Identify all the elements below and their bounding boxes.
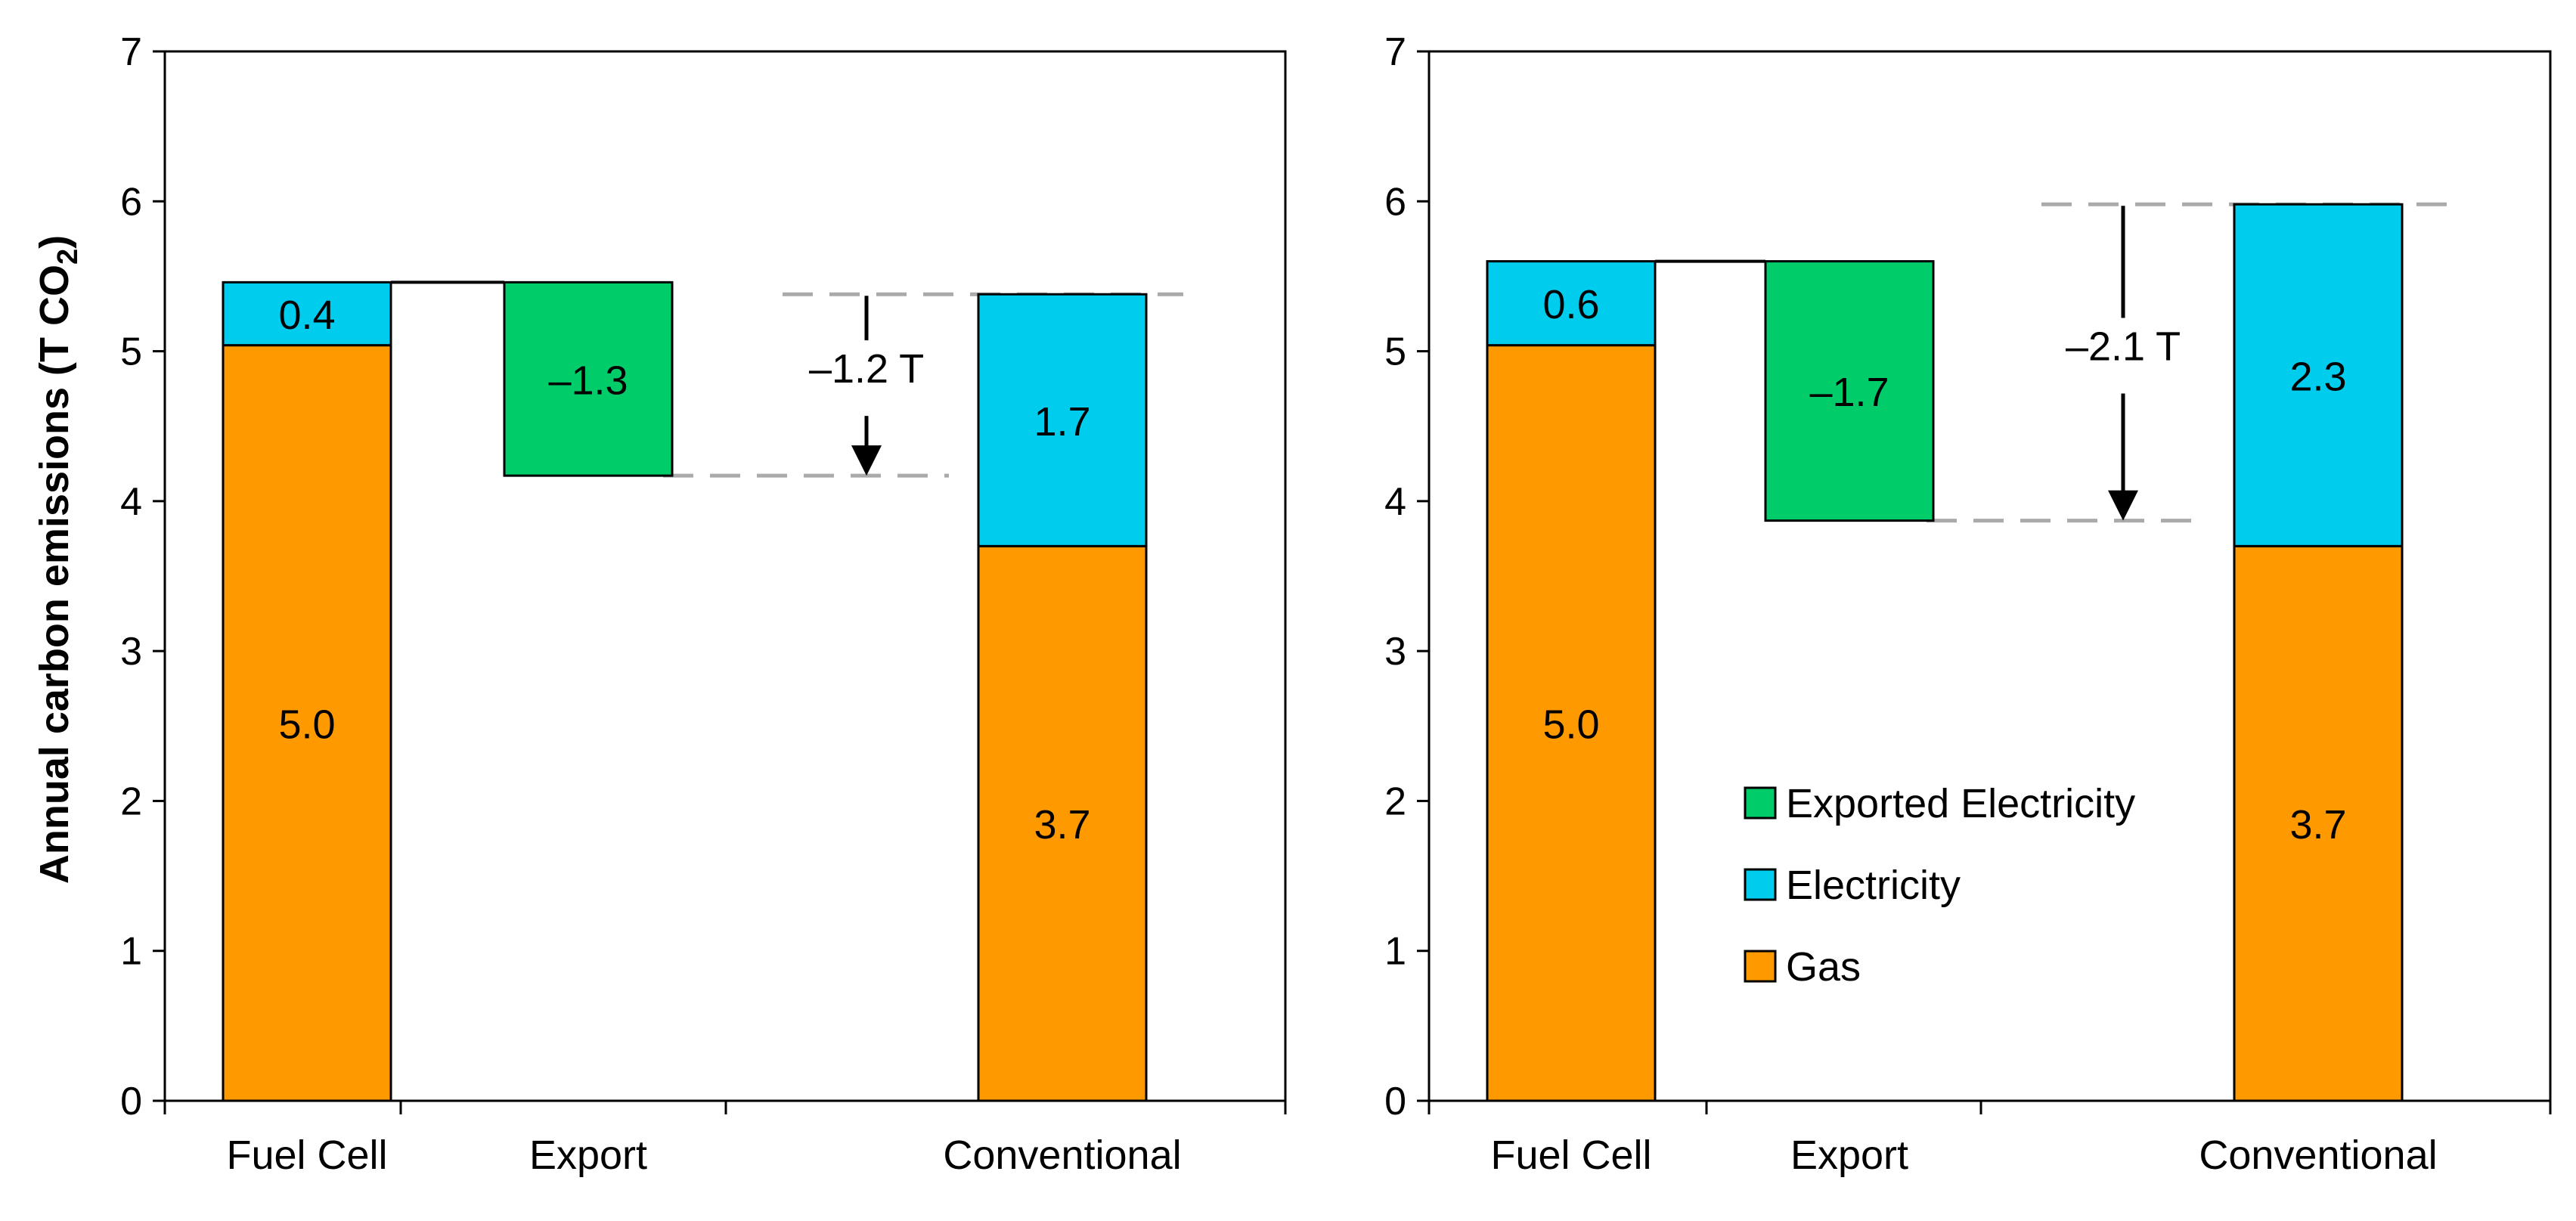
chart-panel-left: 0 1 2 3 4 5 6 7 Fuel Cell Export Conventional 5.0 0.… xyxy=(120,30,1287,1178)
x-category-label: Conventional xyxy=(2199,1133,2437,1178)
y-tick-label: 1 xyxy=(1384,930,1406,974)
y-tick-label: 0 xyxy=(1384,1080,1406,1123)
bar-fuel-cell-electricity xyxy=(222,280,392,347)
data-label-export: –1.3 xyxy=(548,358,628,403)
legend-swatch-gas xyxy=(1744,950,1777,983)
y-tick-label: 6 xyxy=(120,180,142,224)
y-axis-label: Annual carbon emissions (T CO2) xyxy=(32,235,84,884)
y-tick-label: 1 xyxy=(120,930,142,974)
x-category-label: Export xyxy=(1790,1133,1908,1178)
y-tick-label: 7 xyxy=(1384,30,1406,74)
difference-label: –1.2 T xyxy=(809,346,924,392)
bar-conventional-gas xyxy=(2233,544,2404,1102)
bar-conventional-electricity xyxy=(2233,203,2404,547)
legend-swatch-exported xyxy=(1744,786,1777,820)
bar-fuel-cell-gas xyxy=(1486,344,1657,1102)
chart-panel-right: 0 1 2 3 4 5 6 7 Fuel Cell Export Conventional 5.0 0.… xyxy=(1384,30,2552,1178)
bar-fuel-cell-gas xyxy=(222,344,392,1102)
x-category-label: Conventional xyxy=(943,1133,1181,1178)
y-tick-label: 3 xyxy=(120,630,142,674)
x-category-label: Export xyxy=(529,1133,647,1178)
data-label-fuel-cell-electricity: 0.6 xyxy=(1542,282,1599,327)
y-tick-label: 4 xyxy=(1384,480,1406,524)
legend-label-exported: Exported Electricity xyxy=(1786,781,2135,826)
bar-export xyxy=(1764,260,1935,522)
bar-conventional-gas xyxy=(977,544,1148,1102)
data-label-fuel-cell-gas: 5.0 xyxy=(1542,702,1599,747)
legend: Exported Electricity Electricity Gas xyxy=(1744,781,2135,990)
y-tick-label: 4 xyxy=(120,480,142,524)
legend-label-electricity: Electricity xyxy=(1786,863,1961,908)
y-tick-label: 6 xyxy=(1384,180,1406,224)
data-label-conventional-electricity: 2.3 xyxy=(2289,354,2346,399)
y-tick-label: 7 xyxy=(120,30,142,74)
data-label-fuel-cell-gas: 5.0 xyxy=(278,702,335,747)
x-category-label: Fuel Cell xyxy=(226,1133,387,1178)
plot-frame xyxy=(163,50,1287,1102)
y-tick-label: 3 xyxy=(1384,630,1406,674)
plot-frame xyxy=(1427,50,2552,1102)
data-label-fuel-cell-electricity: 0.4 xyxy=(278,293,335,338)
difference-arrow-head xyxy=(2108,490,2138,521)
legend-label-gas: Gas xyxy=(1786,944,1861,990)
bar-conventional-electricity xyxy=(977,293,1148,547)
y-tick-label: 2 xyxy=(1384,779,1406,823)
data-label-conventional-gas: 3.7 xyxy=(2289,802,2346,848)
legend-swatch-electricity xyxy=(1744,868,1777,901)
y-tick-label: 5 xyxy=(120,330,142,374)
bar-export xyxy=(503,280,674,477)
y-tick-label: 0 xyxy=(120,1080,142,1123)
bar-fuel-cell-electricity xyxy=(1486,260,1657,347)
difference-arrow-head xyxy=(851,445,882,476)
difference-label: –2.1 T xyxy=(2066,324,2181,369)
data-label-conventional-gas: 3.7 xyxy=(1034,802,1090,848)
data-label-conventional-electricity: 1.7 xyxy=(1034,399,1090,445)
y-tick-label: 5 xyxy=(1384,330,1406,374)
data-label-export: –1.7 xyxy=(1809,370,1889,415)
y-tick-label: 2 xyxy=(120,779,142,823)
x-category-label: Fuel Cell xyxy=(1490,1133,1651,1178)
